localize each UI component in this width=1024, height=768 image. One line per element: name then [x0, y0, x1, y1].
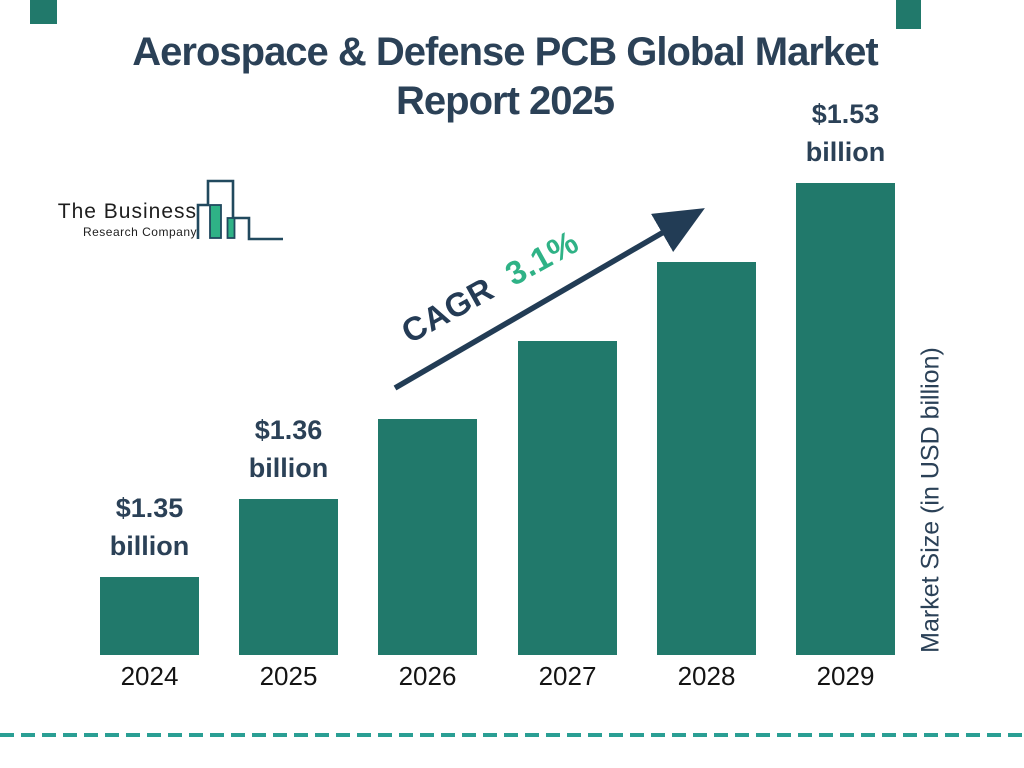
- bar-2026: [378, 419, 477, 655]
- logo-name: The Business: [57, 200, 197, 223]
- y-axis-label: Market Size (in USD billion): [916, 347, 945, 653]
- page-title-line1: Aerospace & Defense PCB Global Market: [132, 30, 878, 74]
- bar-2029: [796, 183, 895, 655]
- company-logo: The Business Research Company: [58, 177, 285, 247]
- growth-arrow-icon: [393, 208, 705, 391]
- bar-2027: [518, 341, 617, 655]
- year-label-2024: 2024: [120, 661, 179, 691]
- year-label-2027: 2027: [538, 661, 597, 691]
- bar-2025: [239, 499, 338, 655]
- bottom-dashed-divider: [0, 733, 1024, 737]
- corner-accent-right: [896, 0, 921, 29]
- year-label-2029: 2029: [816, 661, 875, 691]
- value-label-2024: $1.35 billion: [109, 493, 190, 561]
- page-title-line2: Report 2025: [396, 79, 615, 123]
- company-logo-text: The Business Research Company: [58, 200, 197, 239]
- logo-bar-chart-icon: [196, 179, 283, 241]
- corner-accent-left: [30, 0, 57, 24]
- value-label-2025: $1.36 billion: [248, 415, 329, 483]
- bar-2028: [657, 262, 756, 655]
- bar-2024: [100, 577, 199, 655]
- year-label-2026: 2026: [398, 661, 457, 691]
- value-label-2029: $1.53 billion: [805, 99, 886, 167]
- logo-subname: Research Company: [82, 225, 197, 239]
- year-label-2025: 2025: [259, 661, 318, 691]
- page-title: Aerospace & Defense PCB Global Market Re…: [0, 28, 1010, 126]
- year-label-2028: 2028: [677, 661, 736, 691]
